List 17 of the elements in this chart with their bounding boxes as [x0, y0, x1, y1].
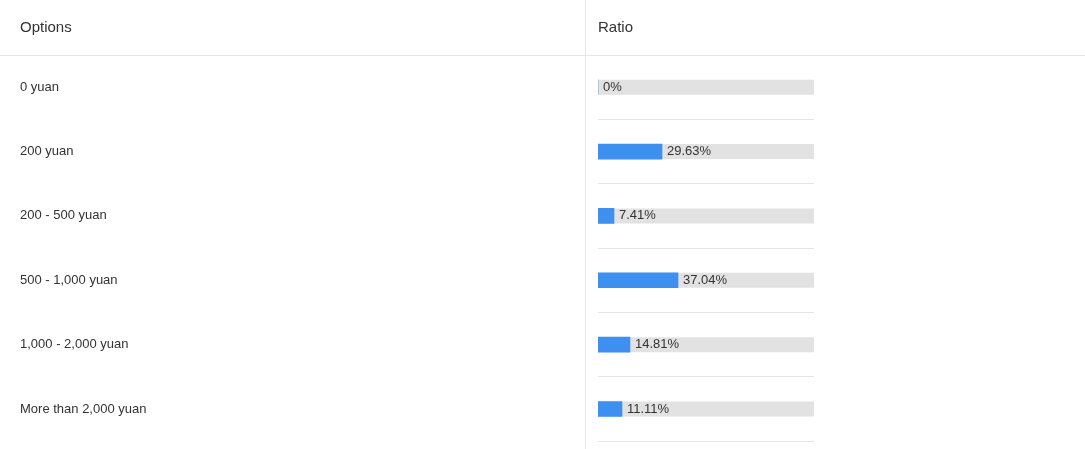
- y-axis-title: Options: [20, 18, 72, 36]
- bar: [598, 336, 631, 353]
- bar: [598, 208, 615, 224]
- bar: [598, 401, 623, 417]
- y-tick-label: More than 2,000 yuan: [20, 400, 147, 416]
- y-tick-label: 1,000 - 2,000 yuan: [20, 336, 129, 352]
- data-label: 7.41%: [619, 207, 657, 223]
- data-label: 14.81%: [634, 336, 680, 352]
- y-tick-label: 200 yuan: [20, 143, 74, 159]
- data-label: 0%: [603, 78, 623, 94]
- y-tick-label: 200 - 500 yuan: [20, 207, 107, 223]
- data-label: 29.63%: [667, 143, 712, 159]
- y-tick-label: 0 yuan: [20, 78, 60, 94]
- y-tick-label: 500 - 1,000 yuan: [20, 271, 118, 287]
- data-label: 37.04%: [683, 271, 728, 287]
- x-axis-title: Ratio: [598, 18, 634, 36]
- data-label: 11.11%: [627, 400, 670, 416]
